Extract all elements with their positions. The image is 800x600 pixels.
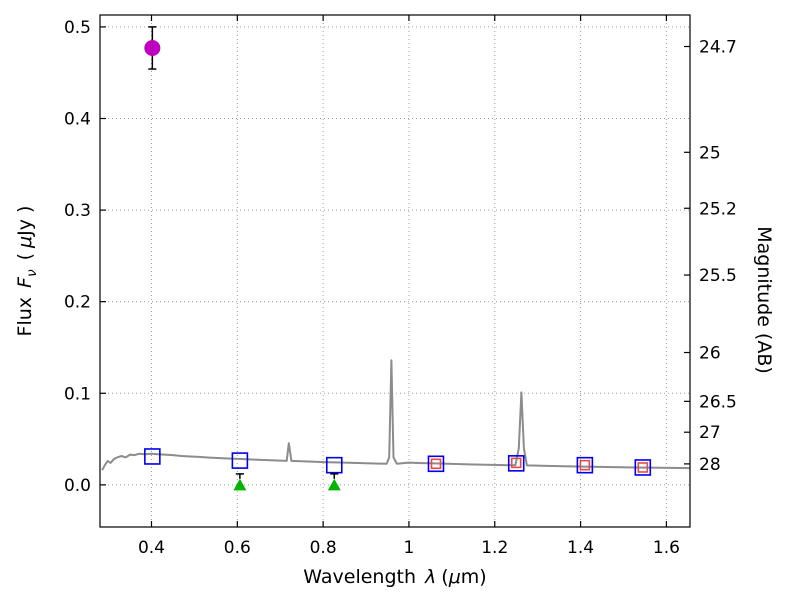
x-tick-label: 1.4	[567, 538, 594, 558]
photometry-marker	[579, 459, 591, 471]
xlabel-unit-close: m)	[460, 566, 487, 588]
plot-border	[99, 14, 691, 528]
photometry-marker	[325, 456, 343, 474]
y-tick-label-left: 0.5	[64, 18, 91, 38]
x-tick-label: 1	[404, 538, 415, 558]
magnitude-tick-label: 26	[699, 344, 721, 364]
spectrum-line	[101, 359, 691, 471]
magnitude-tick-label: 27	[699, 423, 721, 443]
photometry-marker	[327, 478, 341, 491]
magnitude-tick-label: 25.5	[699, 266, 737, 286]
photometry-marker	[510, 457, 522, 469]
magnitude-tick-label: 28	[699, 455, 721, 475]
x-tick-label: 0.6	[224, 538, 251, 558]
photometry-marker	[233, 478, 247, 491]
photometry-marker	[637, 462, 649, 473]
magnitude-tick-label: 25.2	[699, 199, 737, 219]
upper-limits-green-triangles	[233, 473, 341, 491]
photometry-marker	[231, 452, 249, 469]
x-tick-label: 1.6	[653, 538, 680, 558]
xlabel-word: Wavelength	[303, 566, 417, 588]
y-axis-title-right: Magnitude (AB)	[753, 226, 775, 374]
model-spectrum	[101, 359, 691, 471]
magnitude-tick-label: 25	[699, 143, 721, 163]
photometry-marker	[144, 448, 161, 465]
y-tick-label-left: 0.3	[64, 201, 91, 221]
x-tick-label: 0.4	[138, 538, 165, 558]
ylabel-mu-symbol: μ	[14, 235, 37, 248]
ylabel-paren-open: (	[14, 252, 37, 261]
y-axis-title-left: Flux Fν ( μJy )	[14, 206, 40, 337]
detection-magenta-circle	[144, 26, 161, 70]
photometry-marker	[634, 459, 652, 476]
y-tick-label-left: 0.0	[64, 476, 91, 496]
xlabel-lambda-symbol: λ	[425, 566, 437, 588]
ylabel-unit: Jy )	[14, 205, 37, 236]
photometry-marker	[427, 455, 445, 473]
y-tick-label-left: 0.2	[64, 293, 91, 313]
x-tick-label: 0.8	[310, 538, 337, 558]
xlabel-paren-open: (	[441, 566, 449, 588]
y-tick-label-left: 0.1	[64, 384, 91, 404]
photometry-marker	[430, 458, 442, 470]
photometry-marker	[507, 455, 525, 472]
xlabel-mu-symbol: μ	[448, 566, 461, 588]
x-axis-title: Wavelength λ (μm)	[303, 566, 486, 588]
magnitude-tick-label: 24.7	[699, 38, 737, 58]
x-tick-label: 1.2	[481, 538, 508, 558]
ylabel-flux-subscript: ν	[23, 269, 40, 278]
photometry-marker	[576, 456, 594, 474]
model-photometry-red-squares	[430, 457, 649, 473]
y-tick-label-left: 0.4	[64, 109, 91, 129]
magnitude-tick-label: 26.5	[699, 392, 737, 412]
ylabel-flux-word: Flux	[14, 296, 37, 337]
photometry-blue-squares	[144, 448, 652, 476]
photometry-marker	[144, 39, 161, 56]
ylabel-flux-symbol: F	[14, 277, 37, 288]
